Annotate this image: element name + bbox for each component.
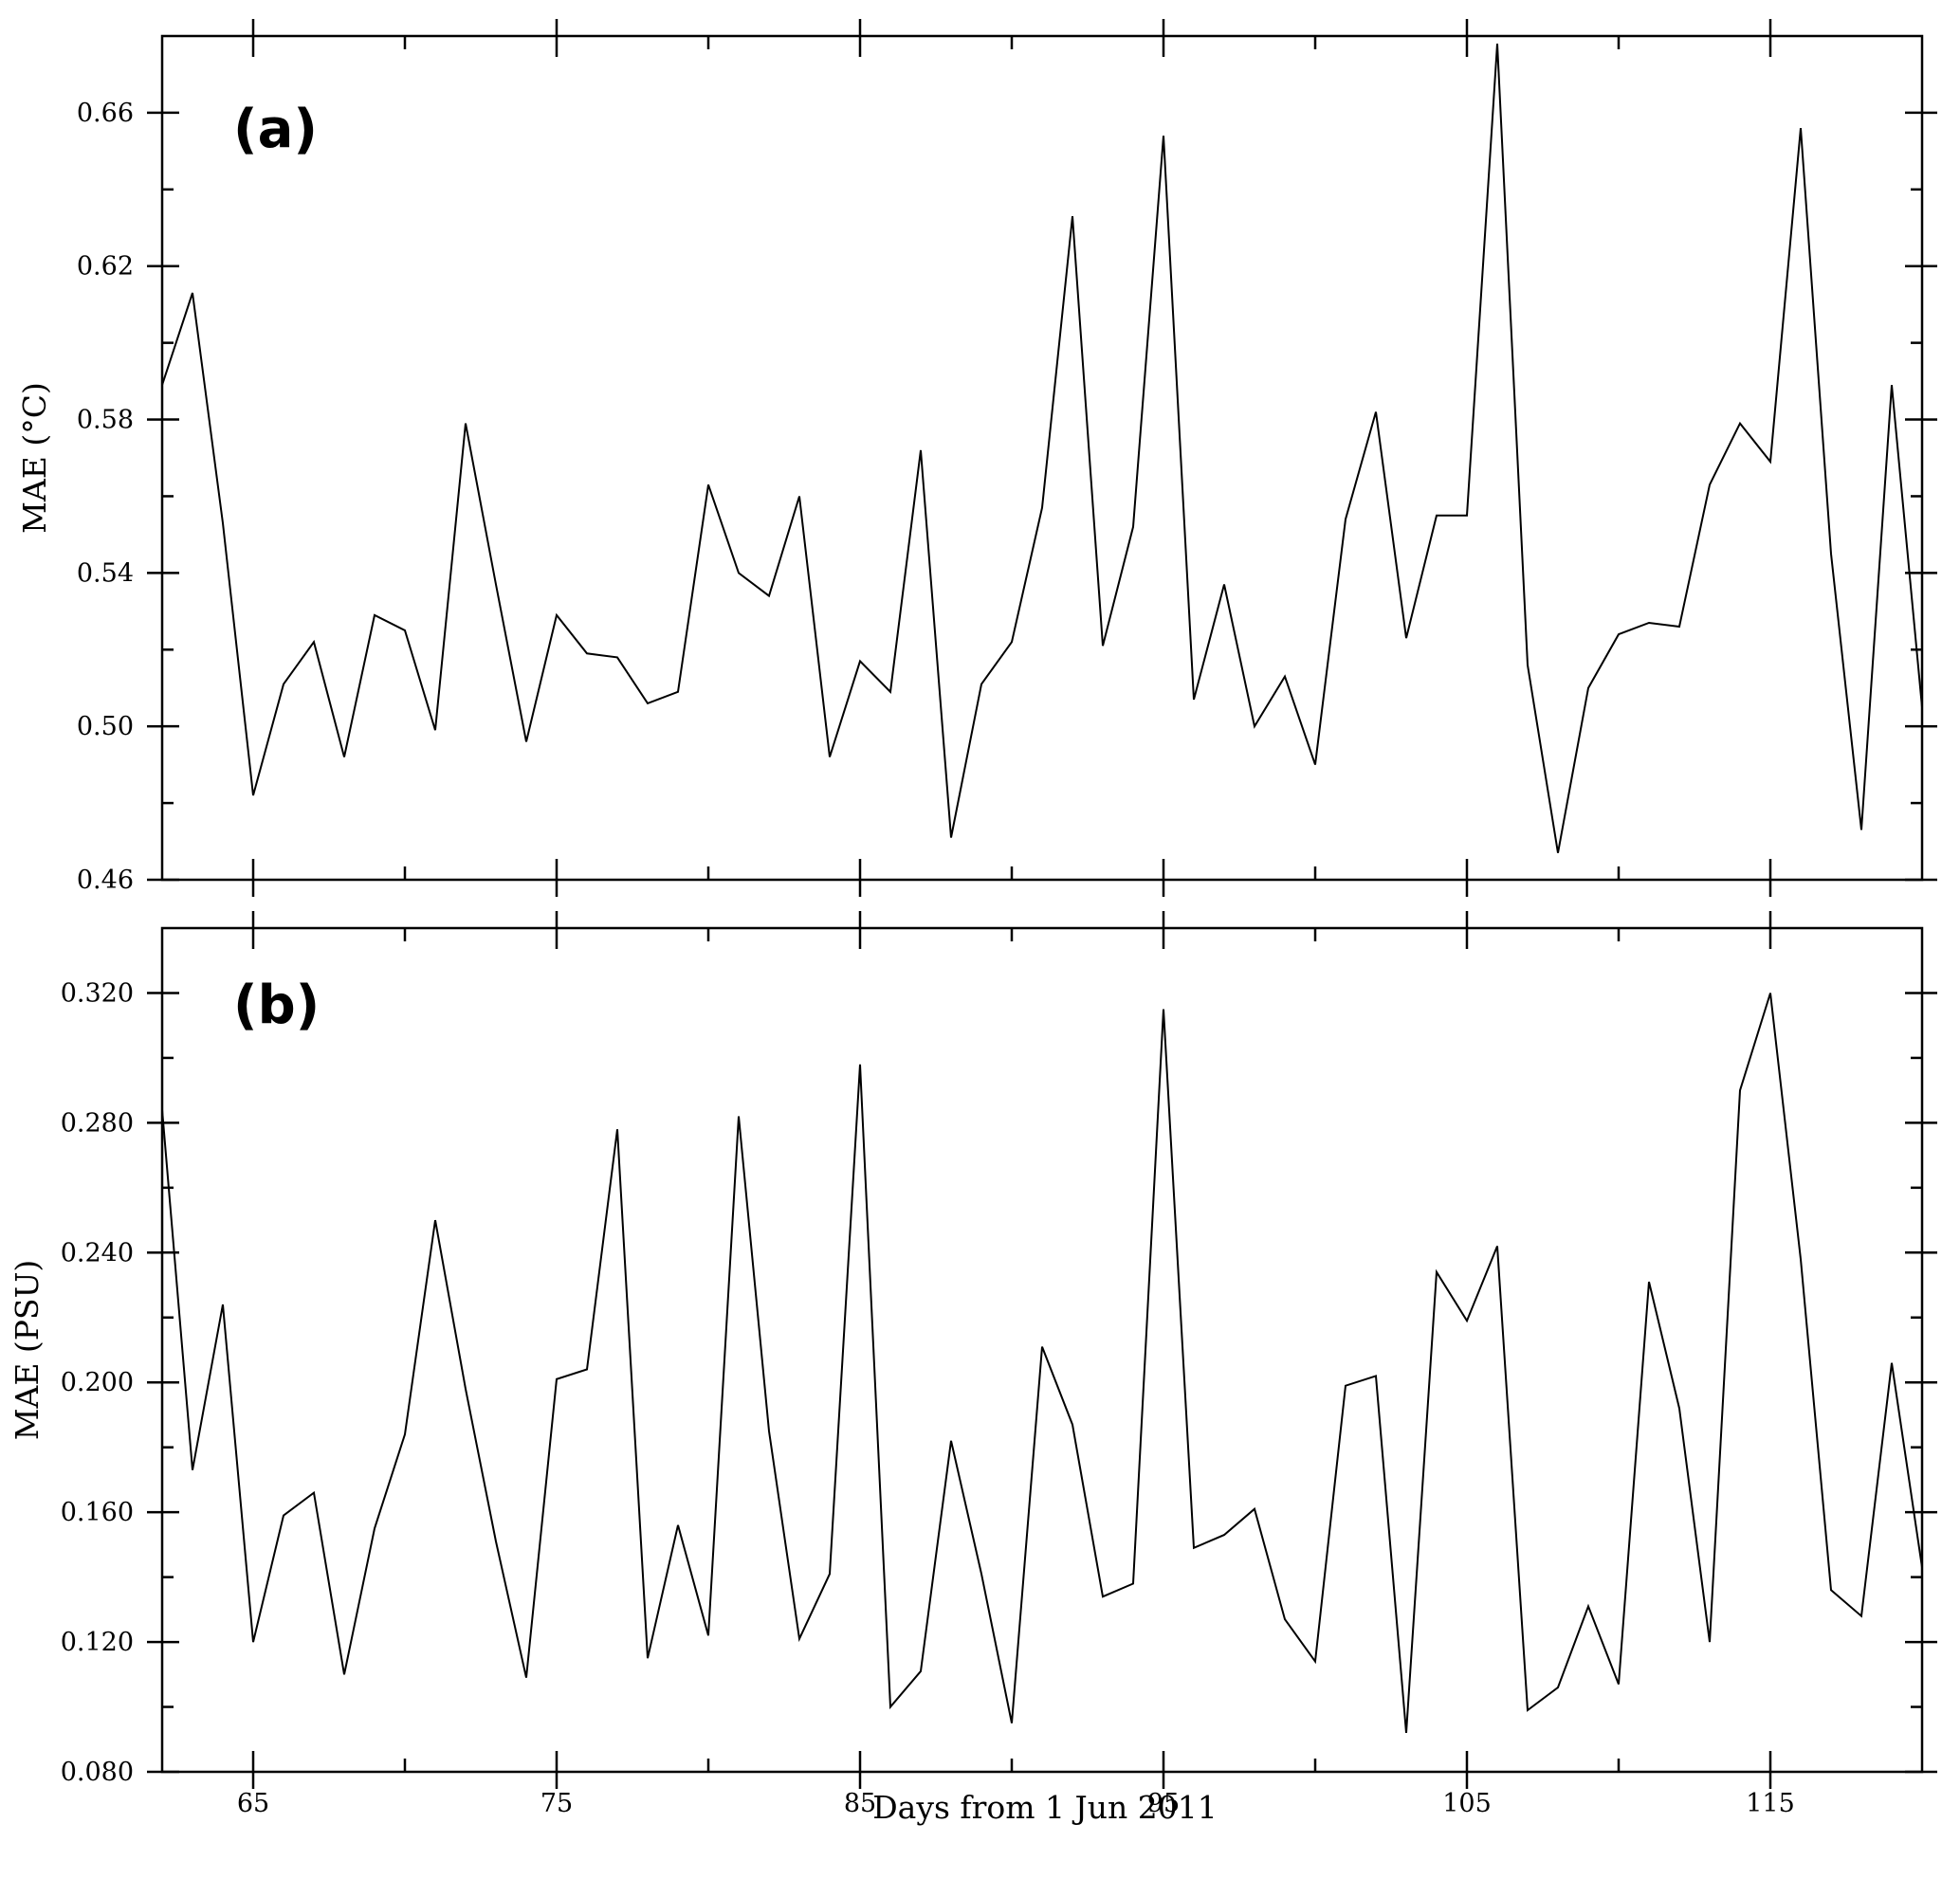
panel-a: 0.46 0.50 0.54 0.58 0.62 0.66 MAE (°C) (a): [16, 19, 1937, 897]
x-axis-title: Days from 1 Jun 2011: [872, 1789, 1218, 1826]
x-tick-label: 85: [844, 1789, 876, 1818]
panel-label: (b): [233, 975, 320, 1036]
y-tick-label: 0.46: [77, 866, 134, 895]
series-line: [161, 993, 1923, 1733]
y-tick-label: 0.58: [77, 406, 134, 435]
x-tick-label: 115: [1746, 1789, 1795, 1818]
x-tick-label: 65: [237, 1789, 269, 1818]
y-tick-label: 0.200: [61, 1368, 134, 1397]
x-tick-label: 75: [540, 1789, 573, 1818]
y-tick-label: 0.160: [61, 1498, 134, 1527]
y-tick-label: 0.280: [61, 1108, 134, 1138]
y-axis-title: MAE (PSU): [9, 1260, 46, 1441]
y-tick-label: 0.080: [61, 1758, 134, 1787]
y-tick-label: 0.54: [77, 558, 134, 588]
y-tick-label: 0.120: [61, 1628, 134, 1657]
series-line: [161, 44, 1923, 853]
y-axis-title: MAE (°C): [16, 382, 53, 534]
y-tick-label: 0.66: [77, 99, 134, 128]
y-tick-label: 0.62: [77, 252, 134, 282]
x-tick-label: 105: [1442, 1789, 1492, 1818]
plot-frame: [160, 34, 1924, 882]
y-tick-label: 0.240: [61, 1238, 134, 1267]
y-tick-label: 0.50: [77, 712, 134, 741]
x-tick-label: 95: [1147, 1789, 1180, 1818]
panel-label: (a): [233, 99, 318, 160]
y-tick-label: 0.320: [61, 978, 134, 1008]
plot-frame: [160, 926, 1924, 1774]
panel-b: 65 75 85 95 105 115 0.080 0.120 0.160 0.200 0.240 0…: [9, 911, 1937, 1818]
